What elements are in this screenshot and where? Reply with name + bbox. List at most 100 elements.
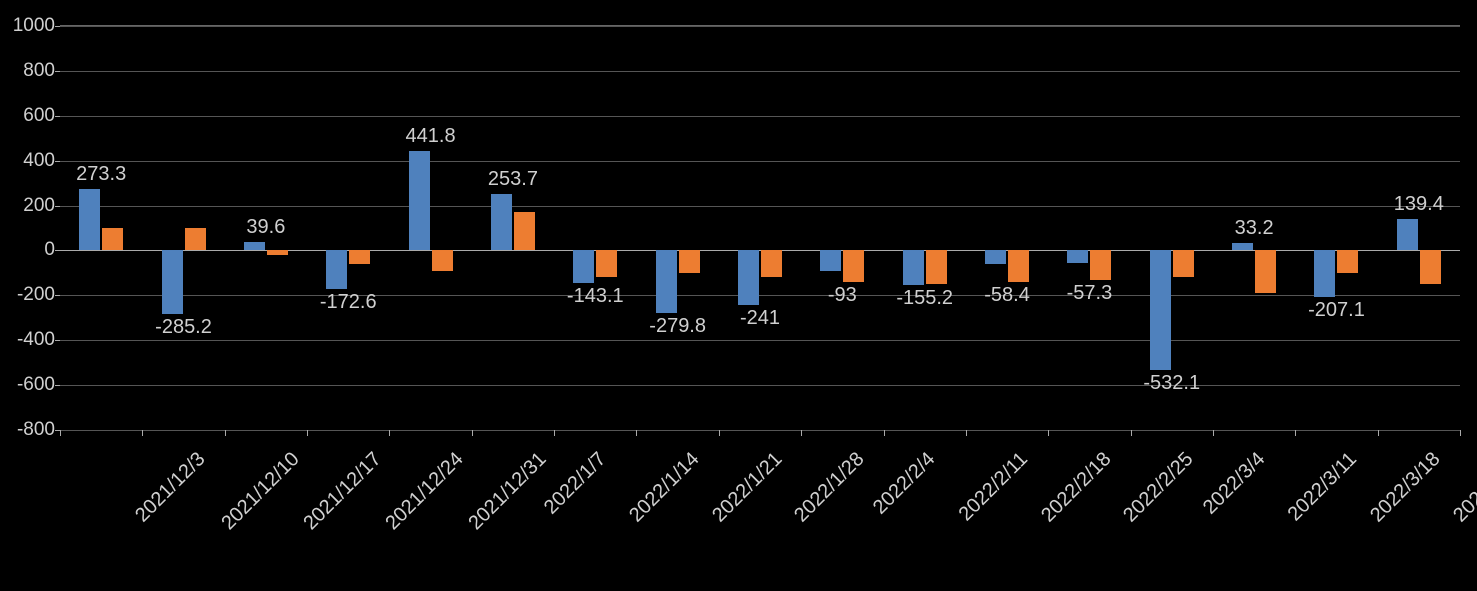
gridline: [60, 26, 1460, 27]
bar-series1: [1232, 243, 1253, 250]
bar-series1: [79, 189, 100, 250]
y-tick-mark: [55, 71, 60, 72]
data-label: -155.2: [885, 287, 965, 310]
bar-series1: [1397, 219, 1418, 250]
bar-series2: [1090, 250, 1111, 279]
x-axis-label: 2022/3/11: [1284, 448, 1362, 526]
bar-series1: [738, 250, 759, 304]
gridline: [60, 340, 1460, 341]
bar-series1: [656, 250, 677, 313]
y-tick-label: -600: [5, 374, 55, 396]
x-tick-mark: [389, 430, 390, 436]
x-axis-label: 2021/12/24: [382, 448, 469, 535]
data-label: -279.8: [638, 315, 718, 338]
y-tick-label: 200: [5, 195, 55, 217]
bar-series2: [596, 250, 617, 277]
y-tick-label: 800: [5, 60, 55, 82]
x-tick-mark: [554, 430, 555, 436]
data-label: 273.3: [61, 163, 141, 186]
x-tick-mark: [1213, 430, 1214, 436]
x-tick-mark: [966, 430, 967, 436]
bar-series2: [432, 250, 453, 270]
y-tick-mark: [55, 250, 60, 251]
bar-series1: [409, 151, 430, 250]
x-axis-label: 2022/1/21: [708, 448, 787, 527]
y-tick-label: 1000: [5, 15, 55, 37]
x-axis-label: 2022/1/7: [540, 448, 611, 519]
bar-series2: [349, 250, 370, 263]
x-axis-label: 2021/12/31: [464, 448, 551, 535]
y-tick-mark: [55, 385, 60, 386]
x-tick-mark: [801, 430, 802, 436]
x-axis-label: 2022/3/4: [1199, 448, 1270, 519]
y-tick-mark: [55, 295, 60, 296]
bar-series2: [761, 250, 782, 277]
x-axis-label: 2022/1/28: [790, 448, 869, 527]
bar-series1: [1150, 250, 1171, 369]
y-tick-label: 0: [5, 239, 55, 261]
x-tick-mark: [142, 430, 143, 436]
data-label: -207.1: [1296, 299, 1376, 322]
bar-chart: -800-600-400-20002004006008001000273.3-2…: [60, 25, 1460, 430]
data-label: -58.4: [967, 284, 1047, 307]
bar-series2: [1420, 250, 1441, 284]
x-tick-mark: [472, 430, 473, 436]
bar-series2: [1337, 250, 1358, 272]
x-tick-mark: [884, 430, 885, 436]
y-tick-label: 600: [5, 105, 55, 127]
data-label: 139.4: [1379, 193, 1459, 216]
gridline: [60, 116, 1460, 117]
bar-series1: [573, 250, 594, 282]
bar-series2: [843, 250, 864, 281]
x-tick-mark: [307, 430, 308, 436]
gridline: [60, 161, 1460, 162]
gridline: [60, 206, 1460, 207]
bar-series2: [102, 228, 123, 250]
bar-series2: [185, 228, 206, 250]
bar-series2: [926, 250, 947, 284]
data-label: 253.7: [473, 168, 553, 191]
bar-series1: [326, 250, 347, 289]
bar-series1: [820, 250, 841, 271]
y-tick-mark: [55, 26, 60, 27]
bar-series2: [514, 212, 535, 250]
x-axis-label: 2022/2/18: [1037, 448, 1116, 527]
bar-series2: [679, 250, 700, 272]
data-label: -285.2: [144, 316, 224, 339]
bar-series1: [903, 250, 924, 285]
x-tick-mark: [1378, 430, 1379, 436]
data-label: -172.6: [308, 291, 388, 314]
x-axis-label: 2022/1/14: [625, 448, 704, 527]
x-tick-mark: [719, 430, 720, 436]
data-label: -532.1: [1132, 372, 1212, 395]
x-axis-label: 2021/12/10: [217, 448, 304, 535]
bar-series1: [985, 250, 1006, 263]
bar-series1: [1067, 250, 1088, 263]
y-tick-mark: [55, 340, 60, 341]
x-axis-label: 2021/12/3: [131, 448, 210, 527]
data-label: -93: [802, 284, 882, 307]
data-label: 33.2: [1214, 217, 1294, 240]
data-label: -143.1: [555, 285, 635, 308]
data-label: 441.8: [391, 125, 471, 148]
x-axis-label: 2022/3/25: [1449, 448, 1477, 527]
x-tick-mark: [60, 430, 61, 436]
x-axis-label: 2022/2/11: [954, 448, 1032, 526]
x-axis-label: 2022/3/18: [1367, 448, 1446, 527]
y-tick-label: 400: [5, 150, 55, 172]
data-label: 39.6: [226, 216, 306, 239]
bar-series2: [1008, 250, 1029, 281]
x-axis-label: 2022/2/4: [869, 448, 940, 519]
bar-series2: [1255, 250, 1276, 293]
y-tick-label: -400: [5, 329, 55, 351]
bar-series2: [267, 250, 288, 254]
y-tick-label: -200: [5, 284, 55, 306]
data-label: -57.3: [1049, 282, 1129, 305]
x-tick-mark: [1131, 430, 1132, 436]
data-label: -241: [720, 307, 800, 330]
x-axis-label: 2022/2/25: [1119, 448, 1198, 527]
x-tick-mark: [1460, 430, 1461, 436]
x-axis-label: 2021/12/17: [299, 448, 386, 535]
gridline: [60, 295, 1460, 296]
y-tick-mark: [55, 161, 60, 162]
